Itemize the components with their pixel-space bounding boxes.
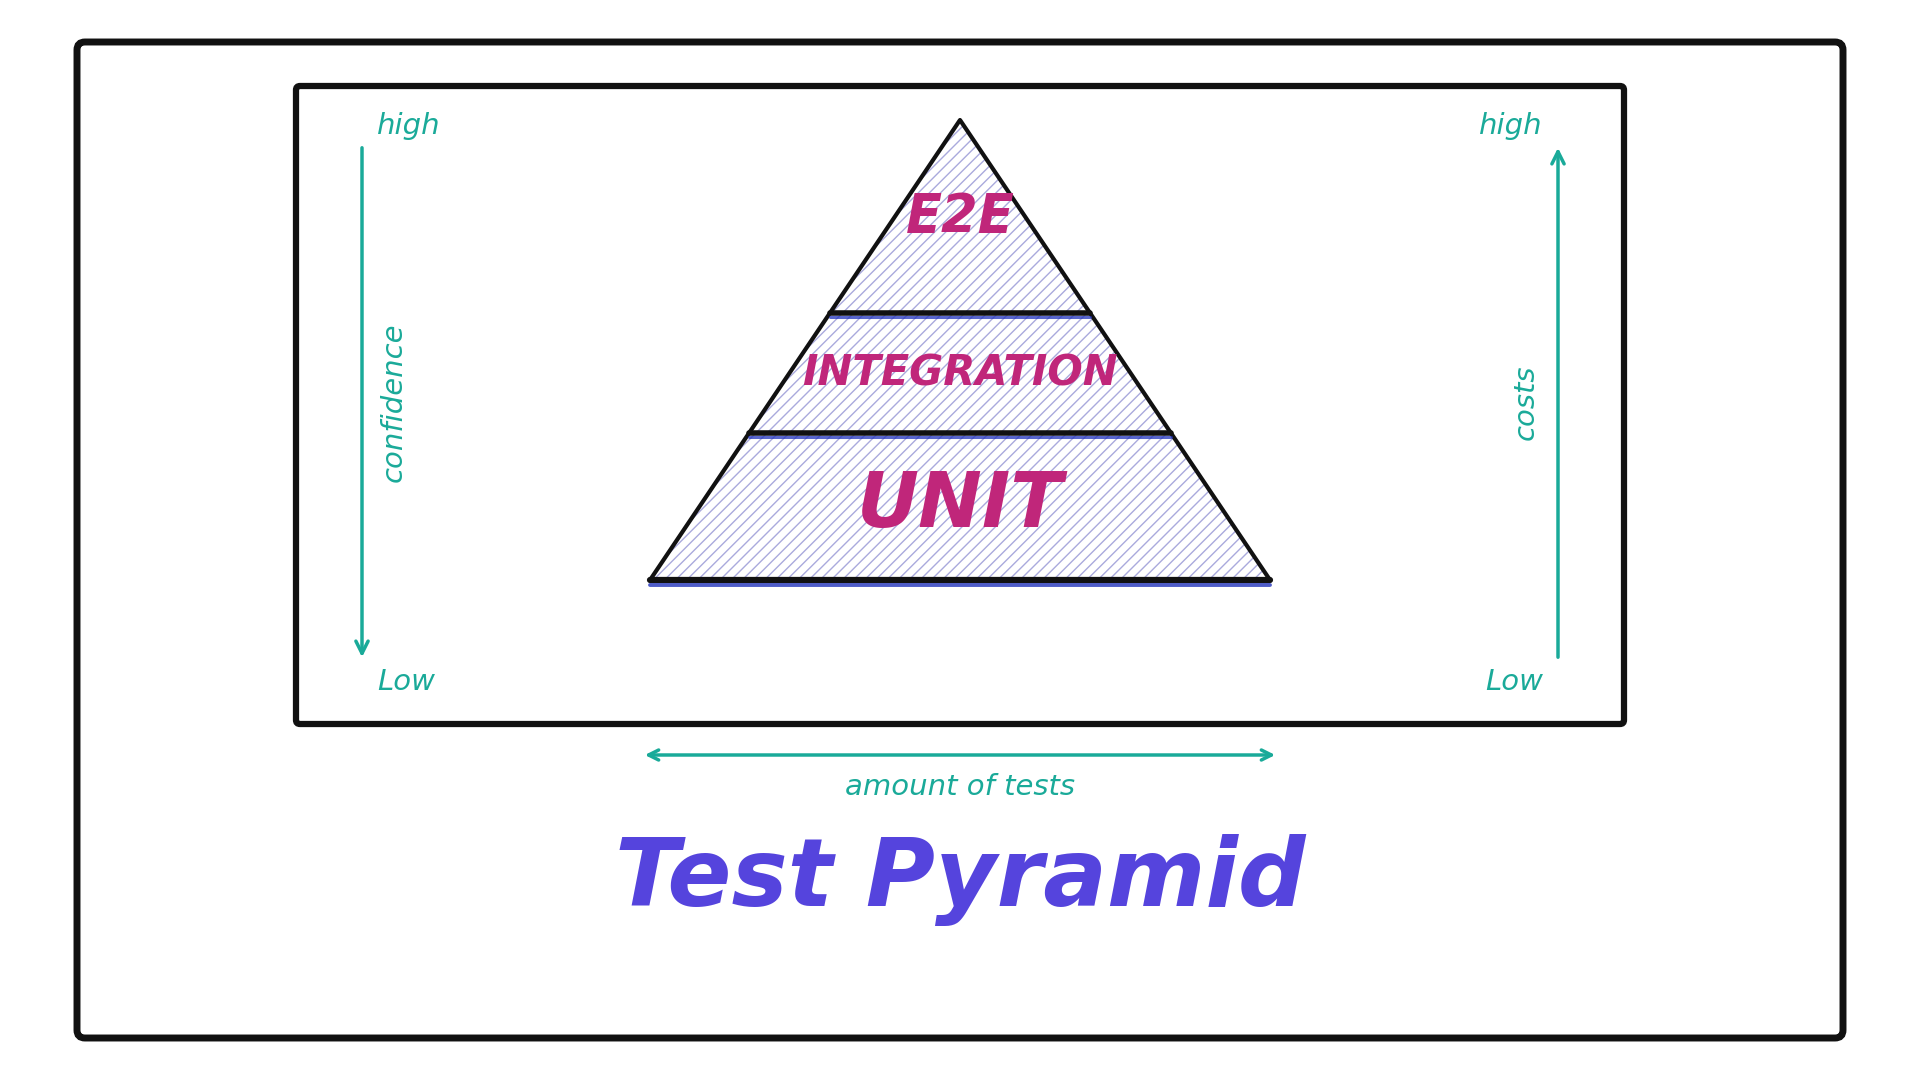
Text: high: high — [376, 112, 440, 140]
Text: E2E: E2E — [906, 190, 1014, 243]
Text: amount of tests: amount of tests — [845, 773, 1075, 801]
Text: confidence: confidence — [380, 323, 407, 483]
Text: UNIT: UNIT — [856, 470, 1064, 543]
Text: costs: costs — [1513, 365, 1540, 441]
FancyBboxPatch shape — [296, 86, 1624, 724]
Polygon shape — [749, 313, 1171, 433]
Polygon shape — [651, 433, 1269, 580]
Text: Test Pyramid: Test Pyramid — [614, 834, 1306, 926]
FancyBboxPatch shape — [77, 42, 1843, 1038]
Text: INTEGRATION: INTEGRATION — [803, 352, 1117, 394]
Polygon shape — [829, 120, 1091, 313]
Text: Low: Low — [1484, 669, 1544, 696]
Text: high: high — [1480, 112, 1544, 140]
Text: Low: Low — [376, 669, 436, 696]
